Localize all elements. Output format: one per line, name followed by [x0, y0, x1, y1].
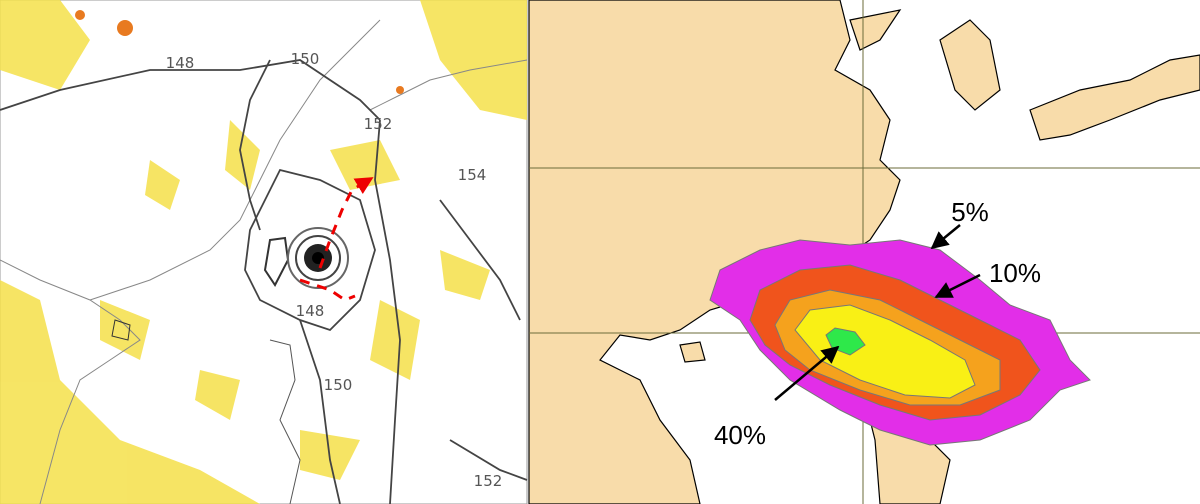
contours: [0, 59, 528, 504]
heavy-precip: [75, 10, 404, 94]
contour-label: 148: [296, 302, 325, 320]
probability-label: 40%: [714, 420, 766, 450]
track: [318, 176, 374, 269]
precip-patches: [0, 0, 527, 504]
contour-label: 148: [166, 54, 195, 72]
probability-label: 5%: [951, 197, 989, 227]
coastlines: [0, 19, 528, 504]
contour-label: 150: [291, 50, 320, 68]
pointer-arrows: [774, 224, 981, 401]
typhoon: [287, 227, 349, 289]
track-extent: [299, 278, 356, 302]
contour-label: 152: [364, 115, 393, 133]
probability-areas: [709, 239, 1091, 446]
contour-label: 150: [324, 376, 353, 394]
right-map: 5% 10% 40%: [528, 0, 1200, 504]
probability-label: 10%: [989, 258, 1041, 288]
contour-label: 154: [458, 166, 487, 184]
contour-label: 152: [474, 472, 503, 490]
left-map: 148 150 152 154 148 150 152: [0, 0, 528, 504]
